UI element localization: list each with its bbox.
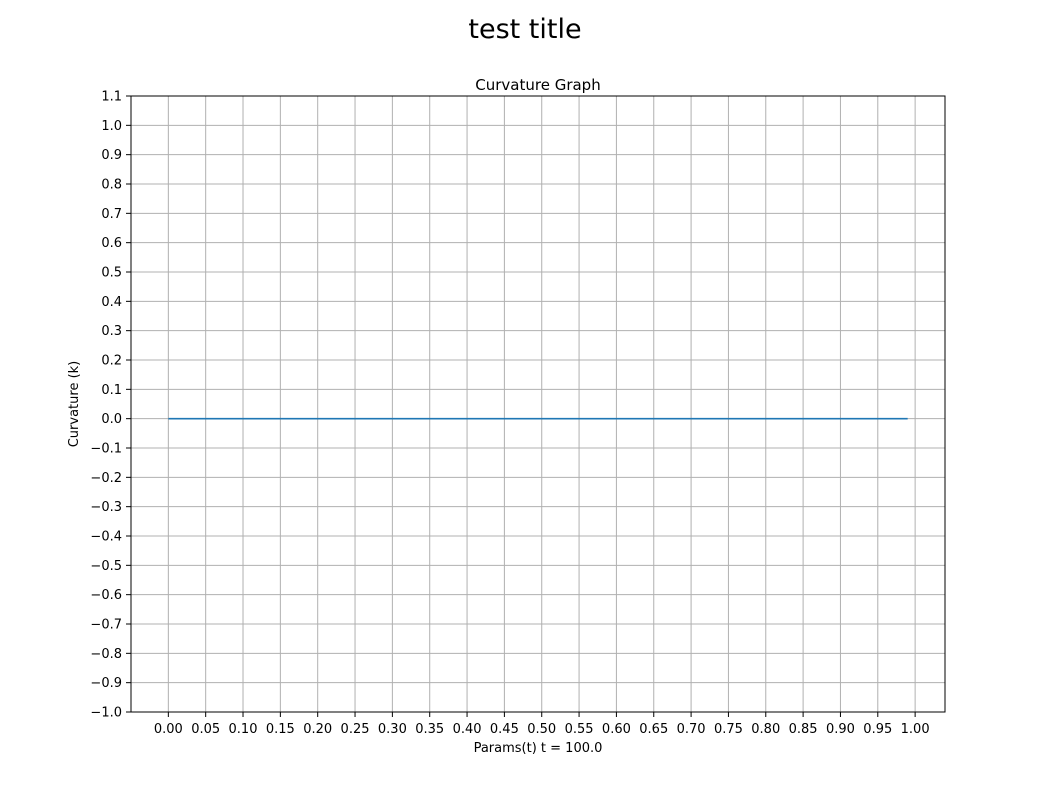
x-tick-label: 0.10 (229, 722, 258, 737)
figure-suptitle: test title (468, 14, 581, 45)
y-tick-label: 1.0 (101, 119, 122, 134)
y-tick-label: −0.7 (90, 618, 122, 633)
x-tick-label: 0.95 (863, 722, 892, 737)
x-tick-label: 0.20 (303, 722, 332, 737)
x-tick-label: 0.60 (602, 722, 631, 737)
x-tick-label: 0.40 (453, 722, 482, 737)
y-tick-label: −0.9 (90, 676, 122, 691)
y-axis-label: Curvature (k) (67, 361, 82, 448)
y-tick-label: 0.9 (101, 148, 122, 163)
x-tick-label: 0.30 (378, 722, 407, 737)
y-tick-label: 0.1 (101, 383, 122, 398)
y-tick-label: −0.6 (90, 588, 122, 603)
x-tick-label: 0.25 (341, 722, 370, 737)
x-tick-label: 0.90 (826, 722, 855, 737)
x-tick-label: 0.55 (565, 722, 594, 737)
x-tick-label: 0.75 (714, 722, 743, 737)
y-tick-label: −0.3 (90, 500, 122, 515)
x-tick-label: 0.15 (266, 722, 295, 737)
y-tick-label: 0.0 (101, 412, 122, 427)
y-tick-label: −0.8 (90, 647, 122, 662)
y-tick-label: −0.1 (90, 442, 122, 457)
x-tick-label: 0.45 (490, 722, 519, 737)
x-tick-label: 0.80 (751, 722, 780, 737)
y-tick-label: −0.5 (90, 559, 122, 574)
y-tick-label: 0.7 (101, 207, 122, 222)
x-axis-ticks: 0.00 0.05 0.10 0.15 0.20 0.25 0.30 0.35 0.40 0.45… (154, 712, 930, 737)
y-tick-label: −0.4 (90, 530, 122, 545)
y-tick-label: 0.4 (101, 295, 122, 310)
chart-title: Curvature Graph (475, 76, 600, 94)
plot-area-frame (130, 95, 946, 713)
x-tick-label: 0.70 (677, 722, 706, 737)
y-tick-label: 0.6 (101, 236, 122, 251)
x-tick-label: 1.00 (901, 722, 930, 737)
x-tick-label: 0.50 (527, 722, 556, 737)
x-tick-label: 0.85 (789, 722, 818, 737)
x-tick-label: 0.00 (154, 722, 183, 737)
x-tick-label: 0.35 (415, 722, 444, 737)
grid-lines (131, 95, 945, 713)
y-tick-label: −0.2 (90, 471, 122, 486)
x-tick-label: 0.05 (191, 722, 220, 737)
y-tick-label: 0.8 (101, 178, 122, 193)
x-axis-label: Params(t) t = 100.0 (474, 741, 603, 756)
y-axis-ticks: −1.0 −0.9 −0.8 −0.7 −0.6 −0.5 −0.4 −0.3 −0.2 −0.1… (90, 90, 131, 721)
y-tick-label: 0.3 (101, 324, 122, 339)
y-tick-label: −1.0 (90, 706, 122, 721)
y-tick-label: 0.2 (101, 354, 122, 369)
x-tick-label: 0.65 (639, 722, 668, 737)
y-tick-label: 0.5 (101, 266, 122, 281)
y-tick-label: 1.1 (101, 90, 122, 105)
